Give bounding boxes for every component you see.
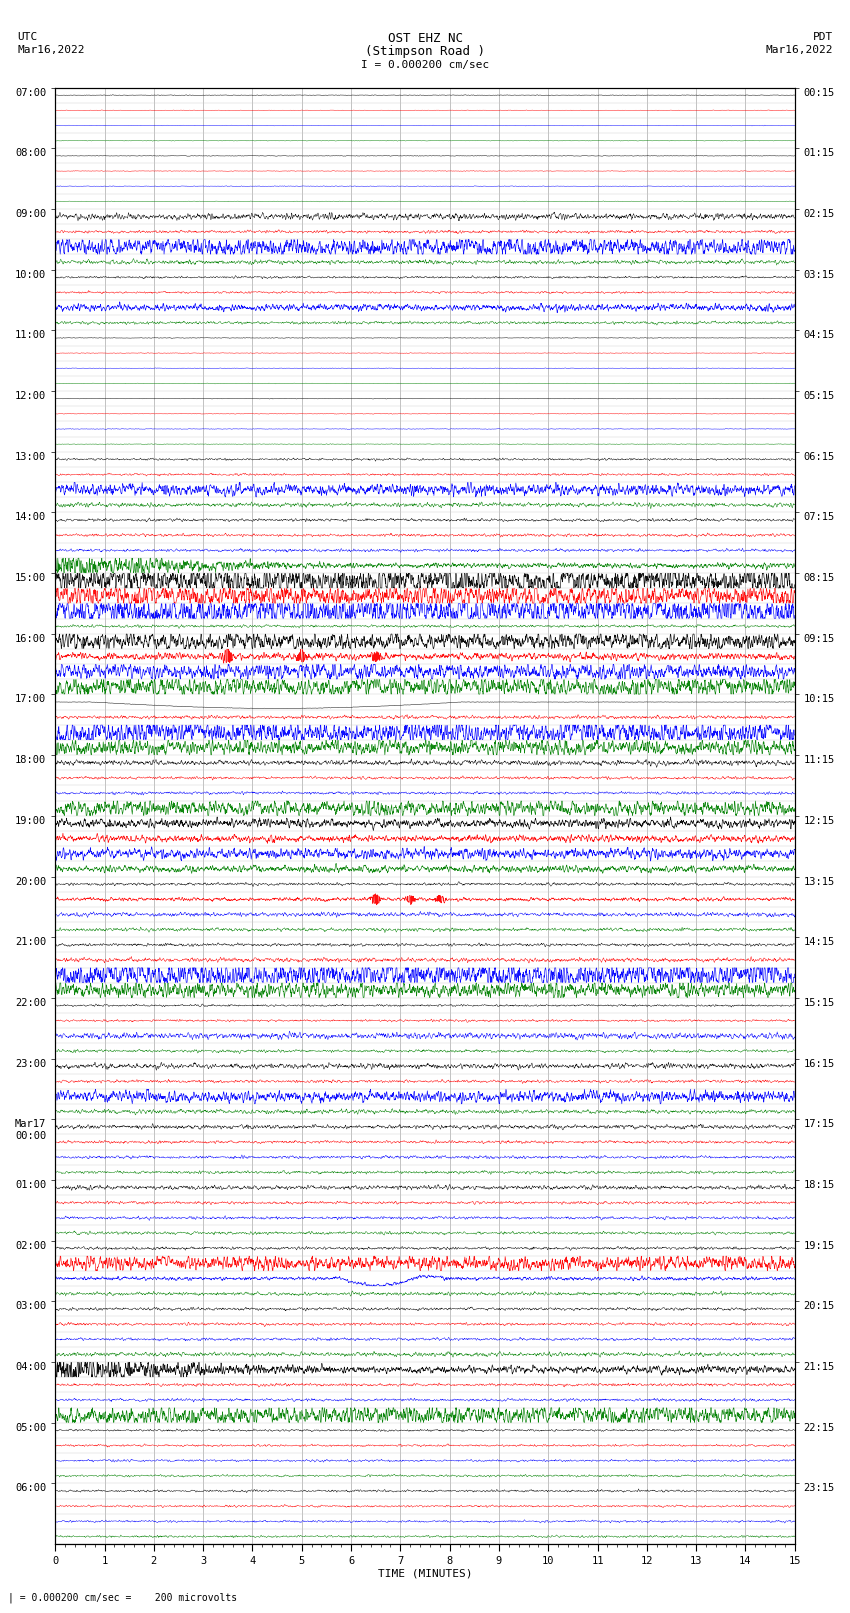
Text: | = 0.000200 cm/sec =    200 microvolts: | = 0.000200 cm/sec = 200 microvolts — [8, 1592, 238, 1603]
Text: I = 0.000200 cm/sec: I = 0.000200 cm/sec — [361, 60, 489, 69]
Text: UTC: UTC — [17, 32, 37, 42]
Text: Mar16,2022: Mar16,2022 — [17, 45, 84, 55]
X-axis label: TIME (MINUTES): TIME (MINUTES) — [377, 1569, 473, 1579]
Text: PDT: PDT — [813, 32, 833, 42]
Text: OST EHZ NC: OST EHZ NC — [388, 32, 462, 45]
Text: Mar16,2022: Mar16,2022 — [766, 45, 833, 55]
Text: (Stimpson Road ): (Stimpson Road ) — [365, 45, 485, 58]
